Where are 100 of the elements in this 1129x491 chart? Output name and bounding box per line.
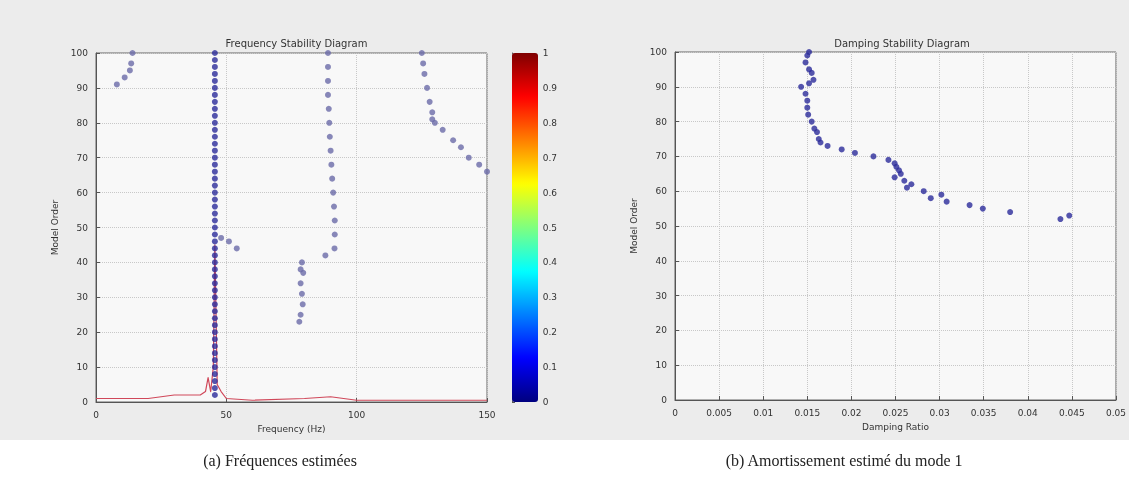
text: (a) Fréquences estimées — [203, 451, 357, 470]
y-tick-label: 20 — [655, 325, 668, 336]
point — [211, 252, 218, 259]
point — [329, 175, 336, 182]
point — [211, 315, 218, 322]
x-axis-title: Damping Ratio — [862, 421, 930, 432]
y-tick-label: 80 — [655, 116, 668, 127]
point — [328, 161, 335, 168]
point — [885, 156, 892, 163]
point — [211, 56, 218, 63]
y-tick-label: 0 — [82, 397, 89, 407]
y-tick-label: 90 — [655, 81, 668, 92]
point — [802, 90, 809, 97]
point — [211, 364, 218, 371]
color-bar-label: 0.4 — [542, 257, 558, 268]
point — [233, 245, 240, 252]
y-axis-title: Model Order — [629, 197, 640, 254]
point — [211, 259, 218, 266]
point — [805, 111, 812, 118]
point — [113, 81, 120, 88]
y-tick-label: 80 — [76, 117, 89, 128]
point — [211, 224, 218, 231]
point — [298, 259, 305, 266]
point — [421, 70, 428, 77]
point — [211, 182, 218, 189]
point — [798, 83, 805, 90]
x-tick-label: 0 — [93, 409, 100, 420]
text: (b) Amortissement estimé du mode 1 — [725, 451, 963, 470]
point — [1057, 216, 1064, 223]
point — [211, 329, 218, 336]
point — [211, 231, 218, 238]
point — [298, 290, 305, 297]
point — [1007, 209, 1014, 216]
point — [810, 76, 817, 83]
y-tick-label: 10 — [76, 362, 89, 373]
point — [331, 217, 338, 224]
point — [211, 77, 218, 84]
x-tick-label: 100 — [348, 409, 366, 420]
point — [211, 238, 218, 245]
point — [420, 60, 427, 67]
point — [325, 91, 331, 98]
point — [128, 60, 135, 67]
point — [211, 350, 218, 357]
point — [121, 74, 128, 81]
y-tick-label: 90 — [76, 82, 89, 93]
point — [211, 322, 218, 329]
point — [211, 161, 218, 168]
point — [326, 119, 333, 126]
x-axis-title: Frequency (Hz) — [257, 423, 326, 434]
point — [297, 280, 304, 287]
point — [325, 105, 332, 112]
x-tick-label: 0.015 — [794, 407, 821, 418]
color-bar-label: 0.6 — [542, 187, 558, 198]
point — [211, 105, 218, 112]
point — [211, 168, 218, 175]
point — [424, 84, 431, 91]
point — [211, 273, 218, 280]
point — [901, 177, 908, 184]
y-tick-label: 70 — [655, 151, 668, 162]
y-tick-label: 100 — [70, 48, 89, 58]
point — [439, 126, 446, 133]
point — [211, 392, 218, 399]
point — [211, 147, 218, 154]
point — [938, 191, 945, 198]
y-tick-label: 60 — [655, 186, 668, 197]
color-bar-label: 0.2 — [542, 327, 558, 338]
point — [211, 280, 218, 287]
point — [891, 174, 898, 181]
y-tick-label: 40 — [655, 255, 668, 266]
point — [943, 198, 950, 205]
point — [211, 133, 218, 140]
point — [211, 245, 218, 252]
x-tick-label: 0.025 — [882, 407, 909, 418]
point — [903, 184, 910, 191]
point — [808, 118, 815, 125]
point — [457, 144, 464, 151]
point — [325, 50, 331, 56]
point — [465, 154, 472, 161]
point — [211, 217, 218, 224]
point — [211, 287, 218, 294]
point — [476, 161, 483, 168]
point — [211, 50, 218, 56]
point — [211, 154, 218, 161]
point — [211, 266, 218, 273]
point — [211, 98, 218, 105]
point — [211, 189, 218, 196]
color-bar-label: 0.8 — [542, 117, 558, 128]
point — [218, 234, 225, 241]
color-bar-label: 0.5 — [542, 222, 558, 233]
x-tick-label: 150 — [478, 409, 496, 420]
point — [211, 210, 218, 217]
color-bar-label: 1 — [542, 48, 549, 58]
point — [804, 97, 811, 104]
chart-title: Damping Stability Diagram — [834, 37, 970, 49]
y-tick-label: 20 — [76, 327, 89, 338]
point — [211, 308, 218, 315]
point — [814, 129, 820, 136]
point — [211, 196, 218, 203]
y-tick-label: 100 — [649, 47, 668, 57]
x-tick-label: 0.04 — [1017, 407, 1039, 418]
